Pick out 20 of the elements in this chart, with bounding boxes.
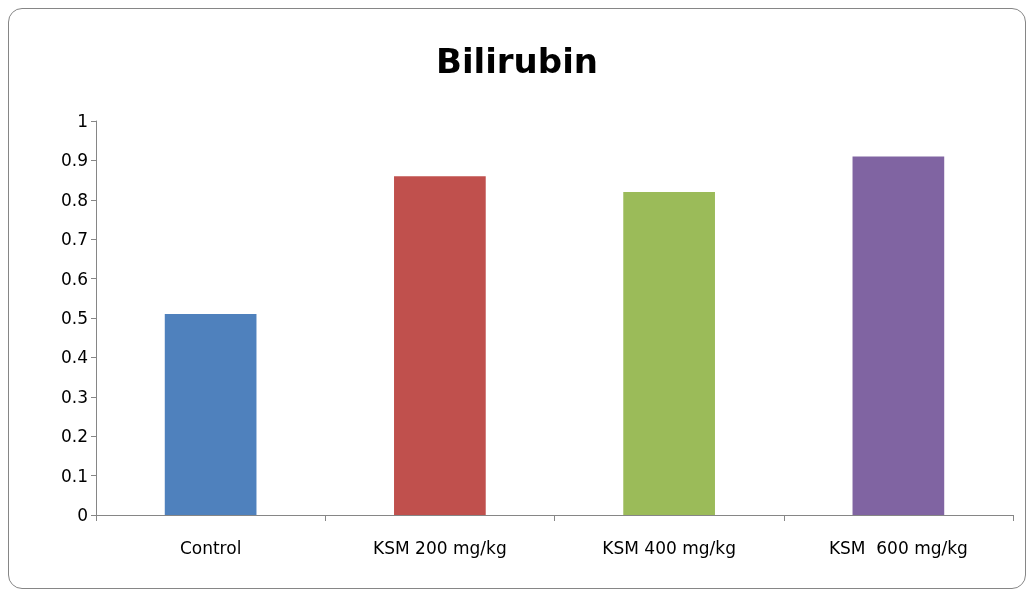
y-tick-label: 1 [77, 111, 88, 131]
y-tick-label: 0.7 [60, 229, 88, 250]
x-tick-label: Control [179, 537, 242, 558]
y-tick-label: 0.1 [60, 465, 88, 486]
bar [164, 314, 257, 515]
bar [623, 191, 715, 515]
y-tick-label: 0.2 [60, 426, 88, 447]
y-tick-label: 0 [77, 505, 88, 525]
x-tick-label: KSM 200 mg/kg [373, 537, 507, 558]
y-tick-label: 0.9 [60, 150, 88, 171]
y-tick-label: 0.6 [60, 268, 88, 289]
y-tick-label: 0.4 [60, 347, 88, 368]
x-tick-label: KSM 400 mg/kg [602, 537, 736, 558]
bar [852, 156, 945, 515]
y-tick-label: 0.5 [60, 308, 88, 328]
chart-title: Bilirubin [435, 41, 599, 81]
y-tick-label: 0.8 [60, 189, 88, 210]
bar [394, 176, 486, 515]
x-tick-label: KSM 600 mg/kg [828, 537, 968, 558]
y-tick-label: 0.3 [60, 386, 88, 407]
